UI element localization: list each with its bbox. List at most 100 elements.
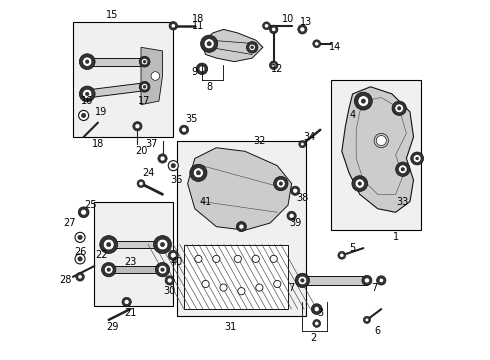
Polygon shape xyxy=(342,87,414,212)
Circle shape xyxy=(151,72,160,80)
Circle shape xyxy=(263,22,270,30)
Circle shape xyxy=(196,63,208,75)
Text: 30: 30 xyxy=(164,286,176,296)
Circle shape xyxy=(362,275,372,285)
Circle shape xyxy=(355,179,365,188)
Text: 19: 19 xyxy=(96,107,108,117)
Text: 39: 39 xyxy=(289,218,301,228)
Text: 38: 38 xyxy=(296,193,309,203)
Text: 11: 11 xyxy=(192,21,204,31)
Circle shape xyxy=(157,239,168,250)
Bar xyxy=(95,202,173,306)
Circle shape xyxy=(270,255,277,262)
Circle shape xyxy=(311,304,322,315)
Text: 25: 25 xyxy=(85,200,97,210)
Bar xyxy=(73,22,173,137)
Circle shape xyxy=(199,66,205,72)
Text: 7: 7 xyxy=(371,283,377,293)
Circle shape xyxy=(272,63,275,67)
Circle shape xyxy=(293,189,297,193)
Circle shape xyxy=(160,242,165,247)
Circle shape xyxy=(153,235,172,253)
Circle shape xyxy=(313,319,320,327)
Text: 24: 24 xyxy=(142,168,154,178)
Circle shape xyxy=(78,207,89,218)
Circle shape xyxy=(82,57,92,66)
Circle shape xyxy=(291,186,300,195)
Circle shape xyxy=(172,24,175,28)
Circle shape xyxy=(190,164,207,181)
Text: 5: 5 xyxy=(349,243,356,253)
Circle shape xyxy=(139,81,150,92)
Text: 10: 10 xyxy=(282,14,294,24)
Circle shape xyxy=(279,182,283,185)
Polygon shape xyxy=(302,276,367,285)
Text: 14: 14 xyxy=(328,42,341,52)
Text: 20: 20 xyxy=(135,146,147,156)
Circle shape xyxy=(272,28,275,31)
Circle shape xyxy=(160,156,165,161)
Circle shape xyxy=(78,235,82,240)
Circle shape xyxy=(81,113,86,118)
Circle shape xyxy=(379,278,383,283)
Circle shape xyxy=(361,99,366,103)
Circle shape xyxy=(141,58,148,65)
Circle shape xyxy=(276,179,285,188)
Text: 36: 36 xyxy=(171,175,183,185)
Text: 34: 34 xyxy=(303,132,316,142)
Polygon shape xyxy=(184,244,288,309)
Circle shape xyxy=(169,22,177,30)
Text: 18: 18 xyxy=(192,14,204,24)
Text: 28: 28 xyxy=(59,275,72,285)
Circle shape xyxy=(354,92,372,110)
Circle shape xyxy=(168,161,178,171)
Text: 27: 27 xyxy=(63,218,75,228)
Circle shape xyxy=(179,125,189,134)
Circle shape xyxy=(376,135,386,145)
Polygon shape xyxy=(202,30,263,62)
Text: 26: 26 xyxy=(74,247,86,257)
Circle shape xyxy=(171,163,175,168)
Circle shape xyxy=(155,262,170,277)
Circle shape xyxy=(251,46,254,49)
Circle shape xyxy=(133,122,142,131)
Circle shape xyxy=(171,253,176,258)
Circle shape xyxy=(374,134,389,148)
Circle shape xyxy=(270,61,278,69)
Text: 13: 13 xyxy=(300,17,312,27)
Circle shape xyxy=(207,41,211,46)
Circle shape xyxy=(252,255,259,262)
Circle shape xyxy=(290,214,294,218)
Circle shape xyxy=(122,297,131,307)
Circle shape xyxy=(200,35,218,52)
Circle shape xyxy=(165,276,174,285)
Text: 23: 23 xyxy=(124,257,136,267)
Circle shape xyxy=(158,265,167,274)
Circle shape xyxy=(81,210,87,215)
Circle shape xyxy=(299,140,306,148)
Polygon shape xyxy=(109,240,163,248)
Text: 29: 29 xyxy=(106,322,119,332)
Circle shape xyxy=(139,182,143,185)
Circle shape xyxy=(239,224,244,229)
Polygon shape xyxy=(188,148,292,230)
Text: 2: 2 xyxy=(310,333,316,343)
Text: 31: 31 xyxy=(224,322,237,332)
Circle shape xyxy=(295,273,310,288)
Circle shape xyxy=(315,42,318,45)
Circle shape xyxy=(238,288,245,295)
Text: 17: 17 xyxy=(138,96,151,106)
Circle shape xyxy=(366,319,368,321)
Circle shape xyxy=(103,239,114,250)
Circle shape xyxy=(397,107,401,110)
Circle shape xyxy=(274,176,288,191)
Circle shape xyxy=(182,128,186,132)
Circle shape xyxy=(358,182,362,185)
Bar xyxy=(331,80,421,230)
Circle shape xyxy=(82,89,92,99)
Circle shape xyxy=(101,262,116,277)
Circle shape xyxy=(78,275,82,279)
Circle shape xyxy=(158,154,167,163)
Circle shape xyxy=(143,85,146,88)
Circle shape xyxy=(300,27,304,32)
